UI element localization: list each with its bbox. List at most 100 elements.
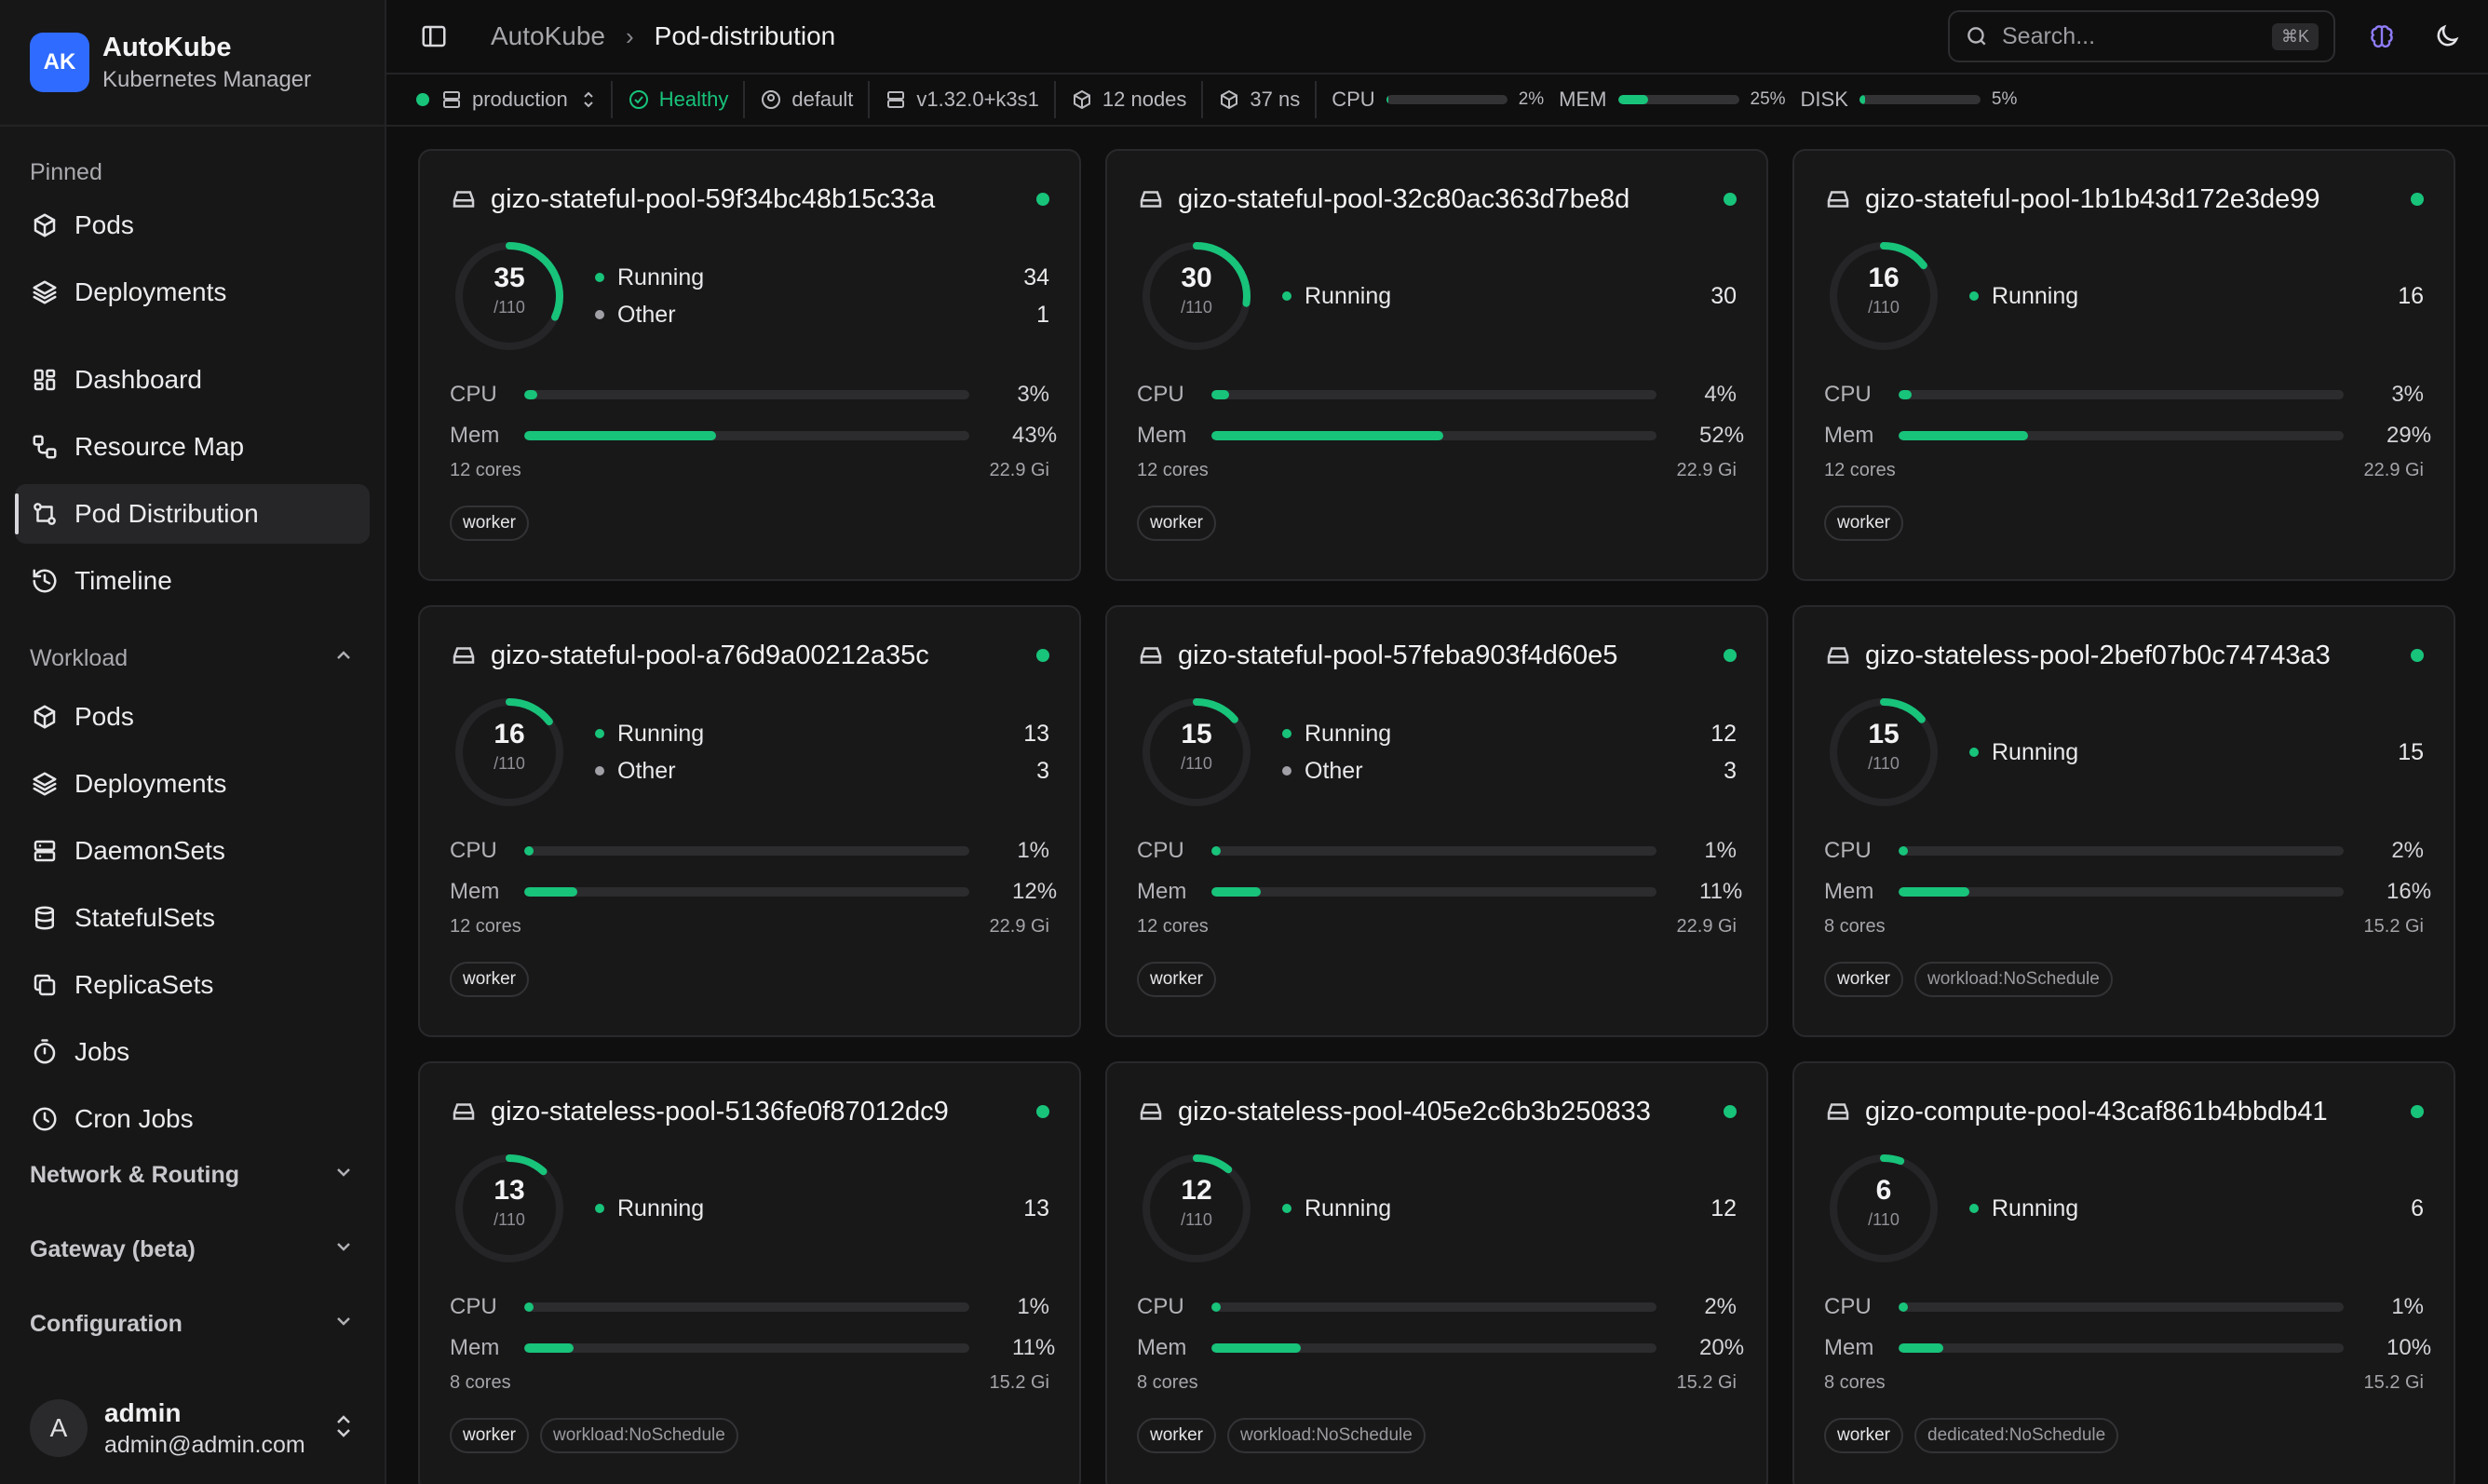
node-name: gizo-stateful-pool-1b1b43d172e3de99 (1865, 183, 2320, 214)
other-dot-icon (595, 310, 604, 319)
section-toggle-gateway-beta[interactable]: Gateway (beta) (0, 1212, 385, 1287)
mem-usage-row: Mem 11% (1137, 871, 1742, 912)
timer-icon (30, 1037, 60, 1067)
cpu-usage-row: CPU 2% (1824, 830, 2424, 871)
status-dot-icon (1036, 193, 1049, 206)
sidebar-item-deployments[interactable]: Deployments (15, 263, 370, 322)
sidebar-item-deployments[interactable]: Deployments (15, 754, 370, 814)
running-count: 16 (2398, 282, 2424, 309)
node-tag: worker (1137, 962, 1217, 997)
pod-total: 16 (1868, 263, 1900, 293)
breadcrumb-root[interactable]: AutoKube (491, 21, 605, 50)
running-count: 13 (1023, 1194, 1049, 1221)
section-toggle-configuration[interactable]: Configuration (0, 1287, 385, 1361)
cpu-label: CPU (1137, 382, 1184, 407)
search-input[interactable]: Search... ⌘K (1948, 10, 2335, 62)
mem-usage-row: Mem 12% (450, 871, 1057, 912)
hard-drive-icon (450, 1098, 478, 1126)
user-circle-icon (760, 88, 782, 111)
status-dot-icon (1724, 193, 1737, 206)
pod-max: /110 (1181, 754, 1212, 773)
mem-bar (1211, 431, 1656, 440)
other-count: 1 (1036, 301, 1049, 328)
node-card[interactable]: gizo-stateful-pool-59f34bc48b15c33a 35/11… (418, 149, 1081, 581)
cpu-percent: 1% (1017, 1294, 1049, 1319)
mem-percent: 29% (2387, 423, 2432, 448)
workload-section-toggle[interactable]: Workload (15, 635, 370, 681)
hard-drive-icon (1137, 1098, 1165, 1126)
brain-icon[interactable] (2363, 18, 2400, 55)
sidebar-nav: Pinned Pods Deployments Dashboard Resource… (0, 128, 385, 1139)
database-icon (30, 903, 60, 933)
pod-total: 12 (1181, 1175, 1212, 1206)
user-menu[interactable]: A admin admin@admin.com (0, 1372, 385, 1484)
mem-usage-row: Mem 52% (1137, 415, 1744, 456)
node-tags: worker (450, 506, 1049, 541)
mem-label: Mem (1824, 423, 1874, 448)
node-card[interactable]: gizo-stateful-pool-a76d9a00212a35c 16/110… (418, 605, 1081, 1037)
sidebar-item-statefulsets[interactable]: StatefulSets (15, 888, 370, 948)
brand-name: AutoKube (102, 32, 232, 62)
node-tag: worker (1137, 506, 1217, 541)
status-dot-icon (416, 93, 429, 106)
pod-total: 15 (1181, 719, 1212, 749)
pod-capacity-ring: 15/110 (1824, 693, 1943, 812)
node-card[interactable]: gizo-stateful-pool-1b1b43d172e3de99 16/11… (1792, 149, 2455, 581)
chevron-right-icon: › (626, 21, 634, 50)
running-dot-icon (1282, 291, 1291, 301)
sidebar-toggle-icon[interactable] (420, 22, 448, 50)
pod-capacity-ring: 16/110 (450, 693, 569, 812)
node-tag: worker (1824, 506, 1904, 541)
pod-total: 13 (494, 1175, 525, 1206)
cpu-meter (1386, 95, 1508, 104)
node-card[interactable]: gizo-stateless-pool-5136fe0f87012dc9 13/1… (418, 1061, 1081, 1484)
pinned-label: Pinned (30, 158, 102, 185)
sidebar-item-resource-map[interactable]: Resource Map (15, 417, 370, 477)
node-card[interactable]: gizo-compute-pool-43caf861b4bbdb41 6/110 R… (1792, 1061, 2455, 1484)
cpu-bar (1211, 1302, 1656, 1312)
chevron-down-icon (332, 1235, 355, 1264)
cpu-percent: 1% (2391, 1294, 2424, 1319)
moon-icon[interactable] (2428, 18, 2466, 55)
other-label: Other (617, 757, 676, 784)
other-row: Other 3 (595, 752, 1049, 789)
node-card[interactable]: gizo-stateless-pool-405e2c6b3b250833 12/1… (1105, 1061, 1768, 1484)
sidebar-item-cron-jobs[interactable]: Cron Jobs (15, 1089, 370, 1139)
node-tag: worker (1824, 962, 1904, 997)
brand[interactable]: AK AutoKube Kubernetes Manager (0, 0, 385, 127)
pod-total: 30 (1181, 263, 1212, 293)
server-icon (885, 88, 907, 111)
cluster-selector[interactable]: production (416, 81, 613, 118)
node-name: gizo-stateful-pool-59f34bc48b15c33a (491, 183, 936, 214)
server-icon (30, 836, 60, 866)
node-tag: workload:NoSchedule (540, 1418, 738, 1453)
running-count: 6 (2411, 1194, 2424, 1221)
sidebar-item-dashboard[interactable]: Dashboard (15, 350, 370, 410)
cpu-percent: 2% (2391, 838, 2424, 863)
node-card[interactable]: gizo-stateless-pool-2bef07b0c74743a3 15/1… (1792, 605, 2455, 1037)
sidebar-item-replicasets[interactable]: ReplicaSets (15, 955, 370, 1015)
node-card[interactable]: gizo-stateful-pool-57feba903f4d60e5 15/11… (1105, 605, 1768, 1037)
sidebar-item-timeline[interactable]: Timeline (15, 551, 370, 611)
section-toggle-network-routing[interactable]: Network & Routing (0, 1138, 385, 1212)
node-card[interactable]: gizo-stateful-pool-32c80ac363d7be8d 30/11… (1105, 149, 1768, 581)
cube-icon (1218, 88, 1240, 111)
sidebar-item-pods[interactable]: Pods (15, 687, 370, 747)
sidebar-item-pods[interactable]: Pods (15, 196, 370, 255)
cpu-usage-row: CPU 3% (450, 374, 1049, 415)
namespace-label: default (791, 88, 854, 111)
node-tag: worker (1824, 1418, 1904, 1453)
sidebar-item-jobs[interactable]: Jobs (15, 1022, 370, 1082)
sidebar-item-label: Deployments (74, 277, 227, 306)
running-dot-icon (595, 1204, 604, 1213)
mem-usage-row: Mem 20% (1137, 1328, 1744, 1369)
mem-bar (524, 431, 969, 440)
cpu-label: CPU (450, 382, 497, 407)
health-label: Healthy (658, 88, 729, 111)
pod-max: /110 (1868, 1210, 1900, 1229)
sidebar-item-daemonsets[interactable]: DaemonSets (15, 821, 370, 881)
cpu-cores: 12 cores (1137, 916, 1209, 937)
sidebar-item-pod-distribution[interactable]: Pod Distribution (15, 484, 370, 544)
running-dot-icon (1969, 1204, 1979, 1213)
node-tags: worker (450, 962, 1049, 997)
